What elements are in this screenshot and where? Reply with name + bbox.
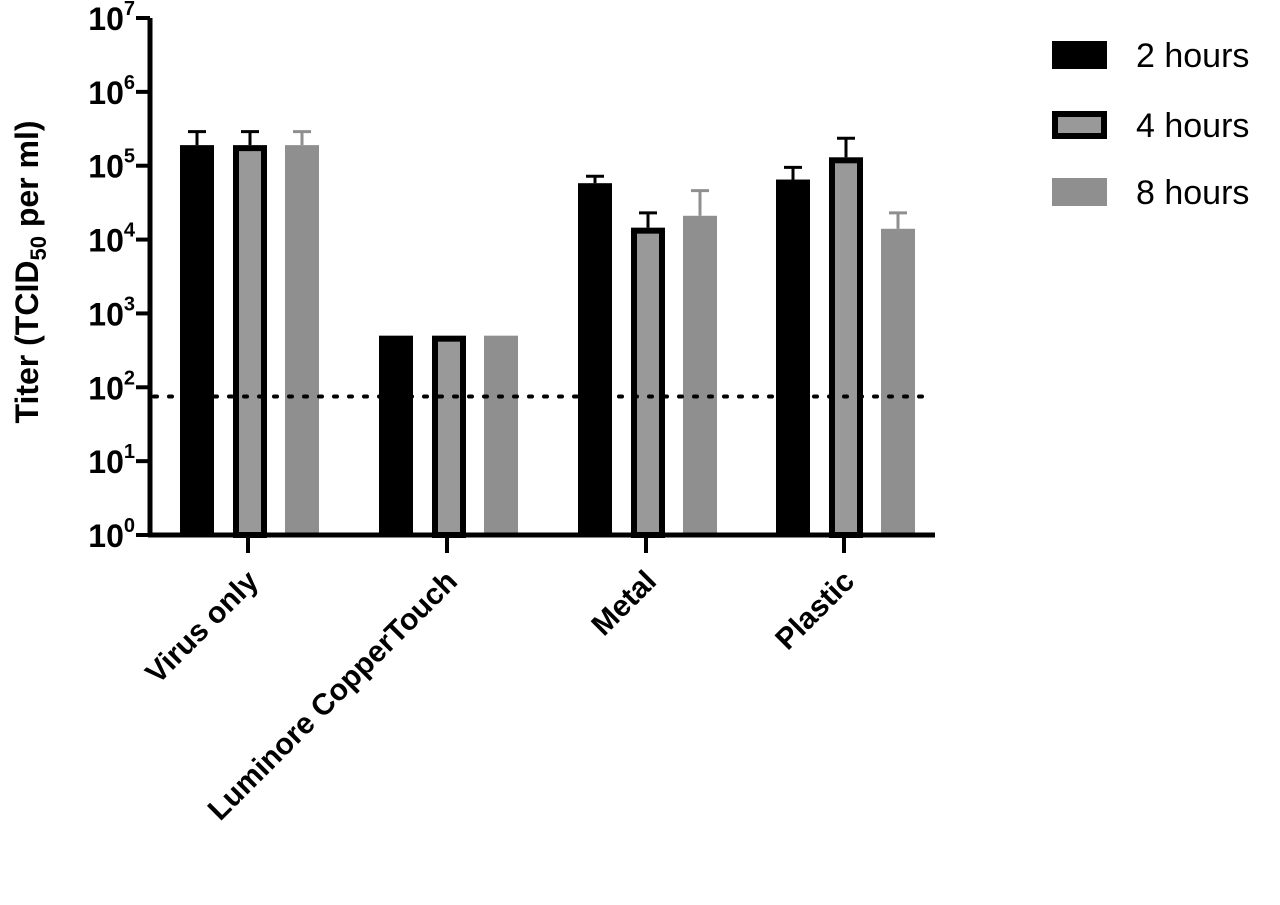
y-tick-exponent: 7 — [124, 0, 135, 20]
y-tick-label-5: 105 — [88, 146, 135, 185]
y-axis-title: Titer (TCID50 per ml) — [9, 120, 51, 423]
x-tick-label-2: Metal — [585, 565, 663, 643]
y-tick-exponent: 0 — [124, 515, 135, 537]
y-axis-title-subscript: 50 — [26, 236, 51, 260]
legend-swatch-0 — [1052, 41, 1107, 69]
bar-4-hours-3 — [829, 157, 863, 538]
y-tick-exponent: 1 — [124, 441, 135, 463]
legend-swatch-1 — [1052, 111, 1107, 139]
y-tick-base: 10 — [88, 370, 124, 406]
bar-4-hours-1 — [432, 335, 466, 538]
y-tick-base: 10 — [88, 75, 124, 111]
bar-4-hours-0 — [233, 145, 267, 538]
legend-swatch-2 — [1052, 178, 1107, 206]
bar-4-hours-2 — [631, 227, 665, 538]
y-tick-label-6: 106 — [88, 72, 135, 111]
bar-2-hours-3 — [776, 179, 810, 535]
y-tick-label-4: 104 — [88, 220, 136, 259]
y-tick-label-7: 107 — [88, 0, 135, 37]
bar-8-hours-1 — [484, 335, 518, 535]
y-tick-exponent: 5 — [124, 146, 135, 168]
bar-8-hours-0 — [285, 145, 319, 535]
y-tick-label-3: 103 — [88, 293, 135, 332]
bar-2-hours-2 — [578, 183, 612, 535]
x-tick-label-3: Plastic — [769, 565, 861, 657]
y-tick-exponent: 3 — [124, 293, 135, 315]
y-tick-label-2: 102 — [88, 367, 135, 406]
y-tick-exponent: 6 — [124, 72, 135, 94]
axes-layer — [136, 16, 935, 553]
y-tick-base: 10 — [88, 1, 124, 37]
bar-2-hours-1 — [379, 335, 413, 535]
y-axis-title-prefix: Titer (TCID — [9, 261, 45, 424]
y-tick-base: 10 — [88, 296, 124, 332]
bar-8-hours-3 — [881, 228, 915, 536]
x-tick-label-0: Virus only — [139, 564, 265, 690]
y-tick-base: 10 — [88, 149, 124, 185]
y-tick-base: 10 — [88, 223, 124, 259]
y-tick-exponent: 2 — [124, 367, 135, 389]
bars-layer — [180, 145, 915, 538]
legend: 2 hours 4 hours 8 hours — [1052, 37, 1249, 212]
bar-8-hours-2 — [683, 215, 717, 535]
legend-label-0: 2 hours — [1136, 37, 1249, 75]
bar-2-hours-0 — [180, 145, 214, 535]
y-tick-label-0: 100 — [88, 515, 135, 554]
y-tick-base: 10 — [88, 518, 124, 554]
legend-label-2: 8 hours — [1136, 174, 1249, 212]
y-axis-title-suffix: per ml) — [9, 120, 45, 236]
legend-label-1: 4 hours — [1136, 107, 1249, 145]
error-bars-layer — [188, 130, 907, 229]
y-tick-base: 10 — [88, 444, 124, 480]
y-tick-label-1: 101 — [88, 441, 135, 480]
y-tick-exponent: 4 — [124, 220, 136, 242]
